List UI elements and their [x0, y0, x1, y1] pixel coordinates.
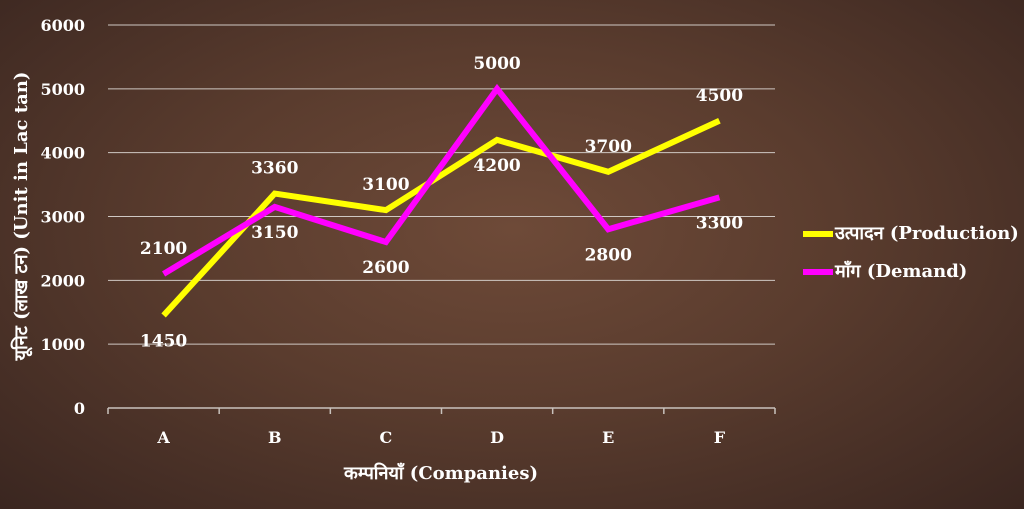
demand-data-label: 3150 — [251, 223, 298, 243]
y-tick-label: 6000 — [40, 16, 85, 35]
demand-data-label: 2800 — [585, 245, 632, 265]
x-tick-label: B — [268, 428, 282, 447]
production-series-line — [161, 118, 721, 318]
legend: उत्पादन (Production) माँग (Demand) — [803, 223, 1019, 282]
y-tick-label: 2000 — [40, 271, 85, 290]
production-data-label: 4500 — [696, 86, 743, 106]
x-tick-label: D — [490, 428, 504, 447]
series-lines — [161, 83, 721, 318]
y-axis-ticks: 0 1000 2000 3000 4000 5000 6000 — [40, 16, 85, 418]
production-data-label: 3100 — [362, 175, 409, 195]
legend-production-label: उत्पादन (Production) — [834, 223, 1019, 244]
demand-data-label: 2600 — [362, 258, 409, 278]
production-data-label: 1450 — [140, 331, 187, 351]
y-axis-title: यूनिट (लाख टन) (Unit in Lac tan) — [10, 72, 33, 362]
y-tick-label: 5000 — [40, 80, 85, 99]
x-axis-ticks: A B C D E F — [107, 408, 776, 447]
x-tick-label: F — [714, 428, 726, 447]
y-tick-label: 1000 — [40, 335, 85, 354]
legend-demand-label: माँग (Demand) — [834, 260, 967, 282]
production-data-label: 3360 — [251, 159, 298, 179]
x-tick-label: C — [380, 428, 393, 447]
x-tick-label: A — [156, 428, 170, 447]
y-tick-label: 4000 — [40, 144, 85, 163]
y-tick-label: 0 — [74, 399, 85, 418]
production-data-label: 3700 — [585, 137, 632, 157]
y-tick-label: 3000 — [40, 208, 85, 227]
gridlines — [108, 24, 775, 345]
data-labels: 1450 3360 3100 4200 3700 4500 2100 3150 2600 5000… — [140, 54, 743, 352]
demand-data-label: 3300 — [696, 213, 743, 233]
x-axis-title: कम्पनियाँ (Companies) — [343, 462, 538, 484]
x-tick-label: E — [602, 428, 614, 447]
demand-series-line — [162, 83, 721, 277]
production-data-label: 4200 — [473, 156, 520, 176]
demand-data-label: 5000 — [473, 54, 520, 74]
demand-data-label: 2100 — [140, 239, 187, 259]
